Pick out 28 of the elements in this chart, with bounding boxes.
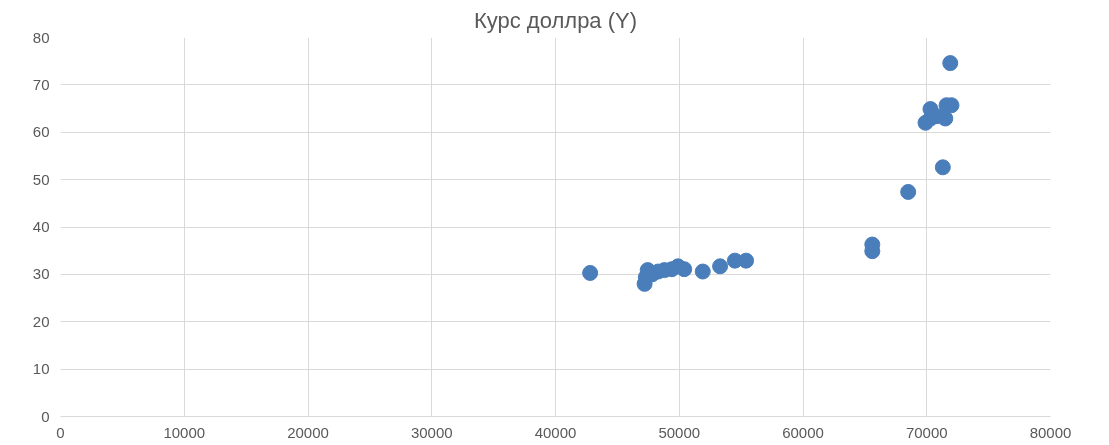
x-tick-label: 20000 bbox=[287, 423, 329, 441]
point bbox=[694, 263, 711, 280]
x-tick-label: 40000 bbox=[534, 423, 577, 441]
y-tick-label: 10 bbox=[32, 360, 50, 378]
point bbox=[942, 55, 959, 72]
y-tick-label: 20 bbox=[32, 312, 50, 330]
y-tick-label: 60 bbox=[32, 123, 50, 141]
chart-title: Курс доллра (Y) bbox=[473, 7, 638, 33]
point bbox=[934, 159, 951, 176]
x-tick-label: 70000 bbox=[905, 423, 948, 441]
x-tick-label: 30000 bbox=[410, 423, 453, 441]
point bbox=[582, 264, 599, 281]
point bbox=[712, 258, 729, 275]
point bbox=[676, 261, 693, 278]
y-tick-label: 30 bbox=[32, 265, 50, 283]
y-tick-label: 50 bbox=[32, 170, 50, 188]
y-tick-label: 80 bbox=[32, 28, 50, 46]
x-tick-label: 10000 bbox=[163, 423, 206, 441]
x-tick-label: 50000 bbox=[658, 423, 701, 441]
y-tick-label: 40 bbox=[32, 218, 50, 235]
point bbox=[900, 183, 917, 200]
point bbox=[937, 110, 954, 127]
point bbox=[738, 252, 755, 269]
x-tick-label: 0 bbox=[56, 423, 65, 441]
y-tick-label: 0 bbox=[41, 407, 50, 425]
y-tick-label: 70 bbox=[32, 75, 50, 93]
x-tick-label: 60000 bbox=[782, 423, 824, 441]
x-tick-label: 80000 bbox=[1029, 423, 1072, 441]
